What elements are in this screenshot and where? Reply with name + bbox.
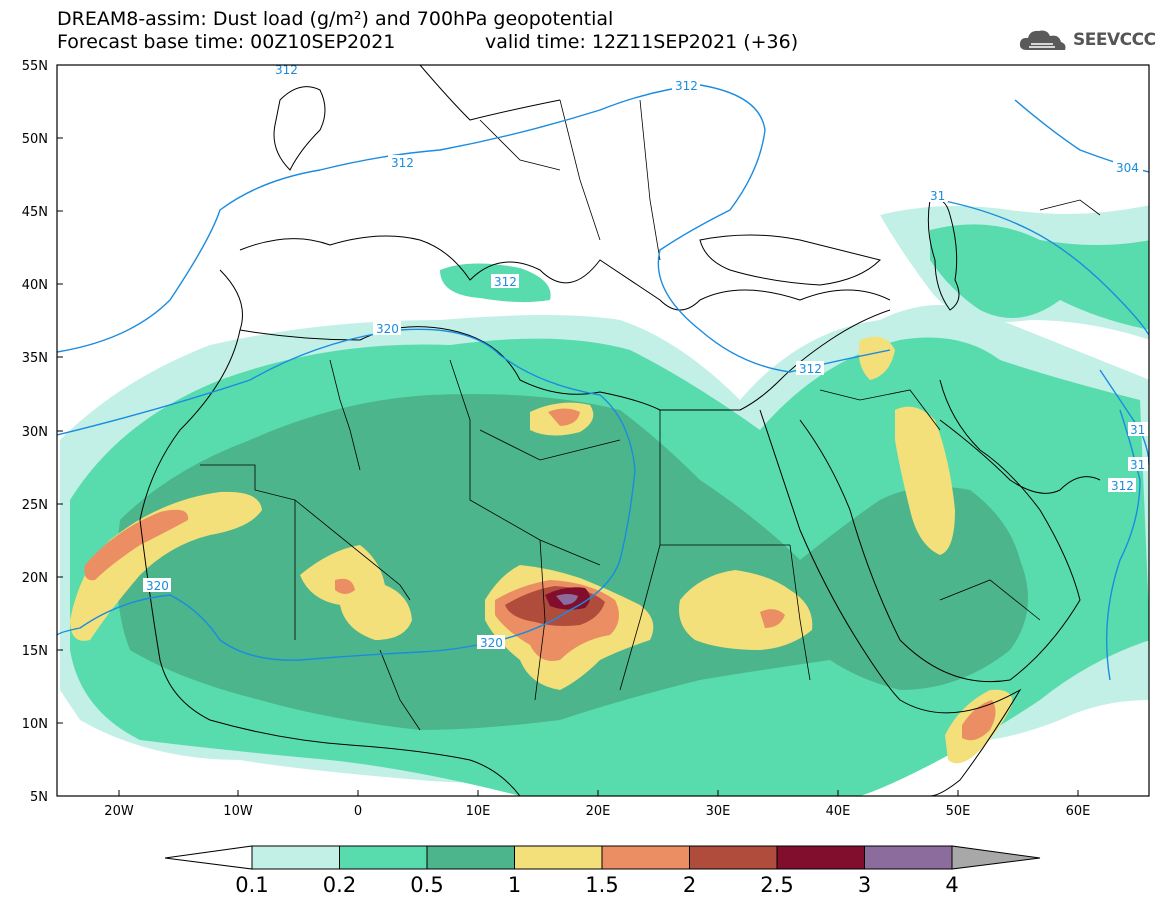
dust-contour-1.5-sudan [760,609,785,628]
colorbar-under-arrow [164,845,253,870]
coastline-black-sea [699,234,881,286]
colorbar-label: 3 [858,873,871,897]
colorbar: 0.1 0.2 0.5 1 1.5 2 2.5 3 4 [164,845,1041,897]
coastline-red-sea [759,409,901,701]
coastline-gulf [939,419,1101,494]
colorbar-label: 4 [945,873,958,897]
dust-contour-1.5-libya [548,408,580,426]
contour-label: 31 [1130,423,1145,437]
geopotential-contours [57,84,1149,681]
colorbar-label: 1 [508,873,521,897]
lon-label: 50E [946,804,971,819]
lat-label: 40N [22,278,48,293]
coastline-africa-west [139,269,521,796]
contour-label: 312 [391,156,414,170]
contour-label: 312 [494,275,517,289]
lat-label: 20N [22,571,48,586]
lon-label: 10E [466,804,491,819]
lon-label: 20E [586,804,611,819]
lat-label: 55N [22,59,48,74]
lon-label: 0 [354,804,362,819]
colorbar-bin [339,845,428,870]
lon-label: 20W [104,804,134,819]
lat-label: 15N [22,644,48,659]
contour-label: 31 [930,189,945,203]
contour-label: 304 [1116,161,1139,175]
colorbar-over-arrow [951,845,1041,870]
lat-label: 25N [22,498,48,513]
longitude-labels: 20W 10W 0 10E 20E 30E 40E 50E 60E [104,804,1090,819]
valid-time: valid time: 12Z11SEP2021 (+36) [485,31,799,53]
latitude-labels: 55N 50N 45N 40N 35N 30N 25N 20N 15N 10N … [22,59,48,805]
lat-label: 5N [30,790,48,805]
dust-contour-1.5-westafrica [84,509,189,581]
colorbar-bin [689,845,778,870]
colorbar-label: 0.1 [235,873,268,897]
contour-312-west [57,84,891,373]
coastline-scandinavia [419,65,561,121]
colorbar-bin [426,845,515,870]
dust-field [60,205,1149,796]
colorbar-label: 0.5 [410,873,443,897]
colorbar-bin [601,845,690,870]
dust-contour-1-mali [300,545,412,640]
dust-contour-0.2-caspian [930,224,1149,330]
contour-label: 312 [275,63,298,77]
lon-label: 40E [826,804,851,819]
colorbar-bin [251,845,340,870]
logo-text: SEEVCCC [1073,30,1156,50]
cloud-icon [1019,30,1066,50]
colorbar-label: 2.5 [760,873,793,897]
coastline-europe [239,235,891,311]
dust-contour-1-iraq [858,336,895,380]
contour-label: 31 [1130,458,1145,472]
coastline-caspian [927,198,960,311]
lat-label: 50N [22,132,48,147]
longitude-axis [118,790,1079,796]
contour-label: 312 [799,362,822,376]
colorbar-bin [514,845,603,870]
dust-contour-1.5-mali [335,578,355,594]
coastline-horn [899,688,1022,796]
dust-contour-3-chad [556,594,578,605]
dust-contour-1-sudan [679,570,813,650]
contour-312-east [939,199,1149,336]
lat-label: 10N [22,717,48,732]
country-borders [200,99,1101,731]
lat-label: 30N [22,425,48,440]
colorbar-label: 1.5 [585,873,618,897]
contour-label: 312 [1111,479,1134,493]
colorbar-bin [776,845,865,870]
lat-label: 35N [22,351,48,366]
contour-labels: 312 312 312 320 312 320 320 304 312 312 … [143,62,1148,650]
colorbar-bin [864,845,953,870]
coastlines [139,65,1101,796]
map-title: DREAM8-assim: Dust load (g/m²) and 700hP… [57,8,614,30]
lon-label: 10W [223,804,253,819]
dust-contour-1-arabia [895,406,955,555]
seevccc-logo: SEEVCCC [1017,25,1156,55]
dust-contour-1-westafrica [70,491,262,641]
contour-label: 312 [675,79,698,93]
contour-312-east2 [1105,409,1141,681]
coastline-arabia [799,379,1081,683]
contour-label: 320 [376,322,399,336]
forecast-base-time: Forecast base time: 00Z10SEP2021 [57,31,396,53]
colorbar-label: 2 [683,873,696,897]
dust-contour-1.5-yemen [962,700,996,741]
dust-contour-0.5 [116,394,1028,730]
contour-label: 320 [146,579,169,593]
lon-label: 30E [706,804,731,819]
lat-label: 45N [22,205,48,220]
lon-label: 60E [1066,804,1091,819]
latitude-axis [57,64,63,797]
contour-label: 320 [480,636,503,650]
coastline-uk [273,86,326,171]
colorbar-label: 0.2 [323,873,356,897]
